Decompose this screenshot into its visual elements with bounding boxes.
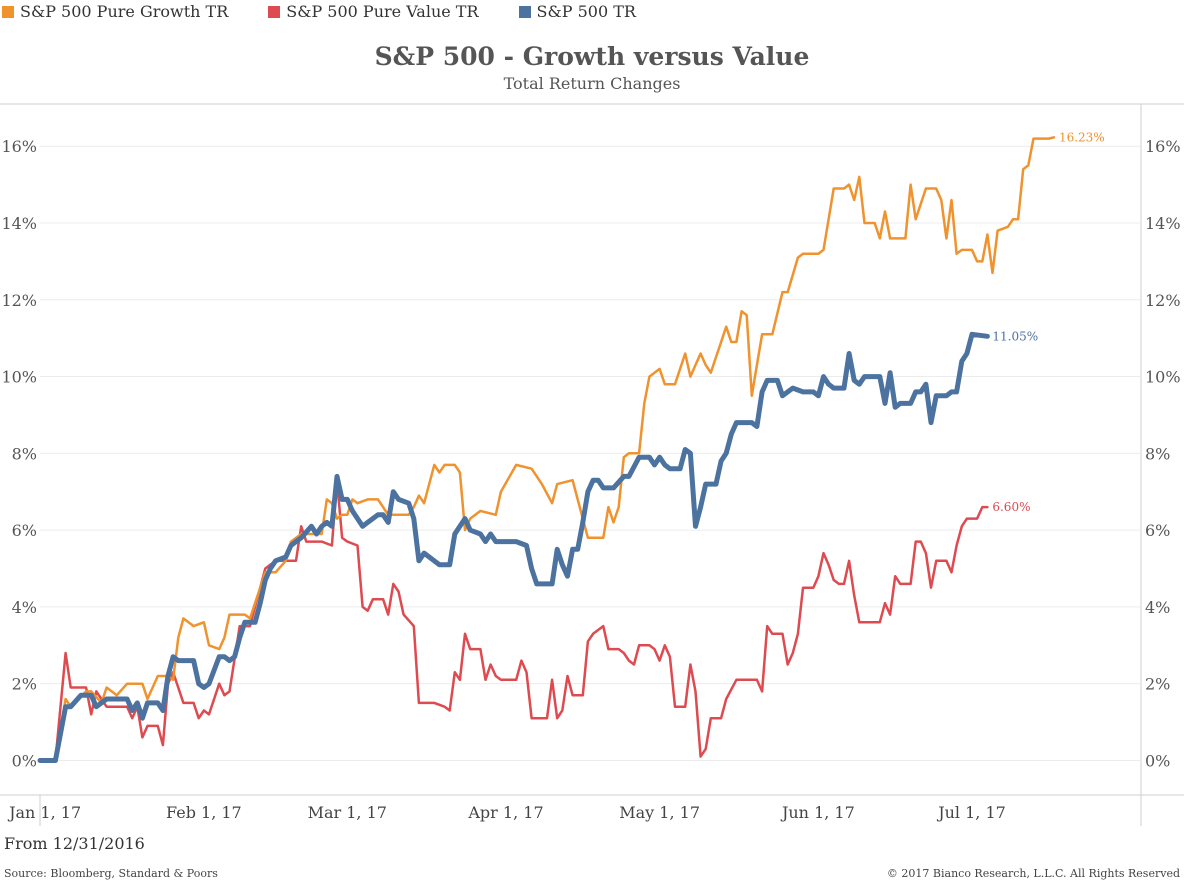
y-tick-label-right: 16% <box>1145 137 1181 156</box>
legend-swatch-sp500 <box>518 5 531 18</box>
x-tick-label: Jan 1, 17 <box>7 803 81 822</box>
y-tick-label-right: 2% <box>1145 675 1170 694</box>
source-note: Source: Bloomberg, Standard & Poors <box>4 867 218 880</box>
chart-subtitle: Total Return Changes <box>503 74 681 93</box>
y-tick-label-right: 8% <box>1145 444 1170 463</box>
copyright-note: © 2017 Bianco Research, L.L.C. All Right… <box>886 867 1180 880</box>
series-line-s-p-500-pure-growth-tr <box>38 136 1056 762</box>
legend-item-growth: S&P 500 Pure Growth TR <box>2 2 228 21</box>
y-tick-label-left: 16% <box>1 137 37 156</box>
chart-title: S&P 500 - Growth versus Value <box>374 42 810 71</box>
series-end-label: 6.60% <box>992 500 1030 514</box>
legend-label-growth: S&P 500 Pure Growth TR <box>20 2 229 21</box>
series-end-label: 16.23% <box>1059 130 1105 144</box>
legend: S&P 500 Pure Growth TR S&P 500 Pure Valu… <box>2 2 636 21</box>
x-tick-label: May 1, 17 <box>619 803 700 822</box>
date-basis-note: From 12/31/2016 <box>4 834 145 853</box>
y-tick-label-left: 8% <box>12 444 37 463</box>
y-tick-label-right: 6% <box>1145 521 1170 540</box>
y-tick-label-right: 0% <box>1145 751 1170 770</box>
x-tick-label: Jun 1, 17 <box>780 803 855 822</box>
x-tick-label: Mar 1, 17 <box>308 803 387 822</box>
legend-label-value: S&P 500 Pure Value TR <box>286 2 479 21</box>
x-tick-label: Feb 1, 17 <box>166 803 242 822</box>
legend-item-sp500: S&P 500 TR <box>518 2 636 21</box>
legend-swatch-value <box>268 5 281 18</box>
y-tick-label-left: 10% <box>1 368 37 387</box>
y-tick-label-left: 12% <box>1 291 37 310</box>
y-tick-label-right: 10% <box>1145 368 1181 387</box>
series-line-s-p-500-pure-value-tr <box>38 478 989 762</box>
y-tick-label-left: 4% <box>12 598 37 617</box>
y-tick-label-left: 0% <box>12 751 37 770</box>
y-tick-label-left: 6% <box>12 521 37 540</box>
series-end-label: 11.05% <box>992 329 1038 343</box>
y-tick-label-left: 14% <box>1 214 37 233</box>
series-line-s-p-500-tr <box>37 331 990 763</box>
x-tick-label: Apr 1, 17 <box>467 803 543 822</box>
legend-label-sp500: S&P 500 TR <box>536 2 636 21</box>
y-tick-label-right: 12% <box>1145 291 1181 310</box>
y-tick-label-left: 2% <box>12 675 37 694</box>
y-tick-label-right: 4% <box>1145 598 1170 617</box>
legend-swatch-growth <box>2 5 14 18</box>
x-tick-label: Jul 1, 17 <box>936 803 1006 822</box>
y-tick-label-right: 14% <box>1145 214 1181 233</box>
legend-item-value: S&P 500 Pure Value TR <box>268 2 479 21</box>
